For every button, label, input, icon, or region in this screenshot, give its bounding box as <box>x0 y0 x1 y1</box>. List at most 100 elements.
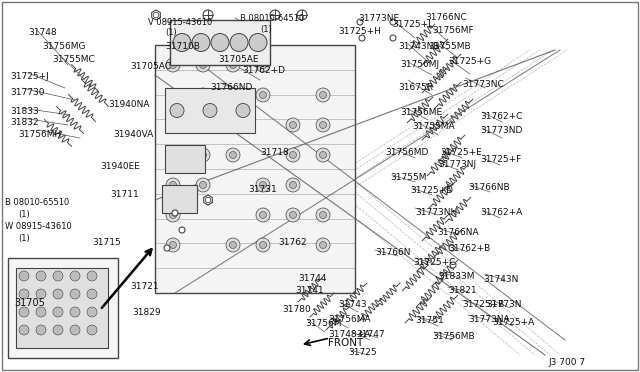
Circle shape <box>230 92 237 99</box>
Text: 317730: 317730 <box>10 88 45 97</box>
Text: 31756MB: 31756MB <box>432 332 475 341</box>
Circle shape <box>259 182 266 189</box>
Circle shape <box>211 33 229 51</box>
Circle shape <box>19 289 29 299</box>
Circle shape <box>70 289 80 299</box>
Circle shape <box>53 271 63 281</box>
Circle shape <box>256 178 270 192</box>
Text: 31832: 31832 <box>10 118 38 127</box>
Text: 31766NB: 31766NB <box>468 183 509 192</box>
Bar <box>155 45 355 293</box>
Circle shape <box>286 148 300 162</box>
Circle shape <box>286 118 300 132</box>
Circle shape <box>36 289 46 299</box>
Circle shape <box>53 325 63 335</box>
Circle shape <box>170 61 177 68</box>
Circle shape <box>170 151 177 158</box>
Bar <box>165 88 255 133</box>
Text: 31755MB: 31755MB <box>428 42 470 51</box>
Text: 31725+G: 31725+G <box>448 57 491 66</box>
Text: V 08915-43610: V 08915-43610 <box>148 18 212 27</box>
Circle shape <box>166 118 180 132</box>
Circle shape <box>36 271 46 281</box>
Text: 31773NA: 31773NA <box>468 315 509 324</box>
Text: 31833: 31833 <box>10 107 39 116</box>
Text: 31773ND: 31773ND <box>480 126 522 135</box>
Text: 31725+A: 31725+A <box>492 318 534 327</box>
Text: (1): (1) <box>18 234 29 243</box>
Circle shape <box>200 182 207 189</box>
Circle shape <box>390 19 396 25</box>
Circle shape <box>289 212 296 218</box>
Bar <box>162 185 197 213</box>
Text: 31725+E: 31725+E <box>440 148 482 157</box>
Text: 31773NC: 31773NC <box>462 80 504 89</box>
Circle shape <box>289 122 296 128</box>
Circle shape <box>19 307 29 317</box>
Bar <box>170 20 270 65</box>
Circle shape <box>203 103 217 118</box>
Circle shape <box>236 103 250 118</box>
Circle shape <box>449 245 455 251</box>
Text: 31721: 31721 <box>130 282 159 291</box>
Circle shape <box>286 208 300 222</box>
Text: 31756MG: 31756MG <box>42 42 86 51</box>
Text: 31731: 31731 <box>248 185 276 194</box>
Text: 31725+J: 31725+J <box>10 72 49 81</box>
Circle shape <box>316 88 330 102</box>
Text: 31821: 31821 <box>448 286 477 295</box>
Text: 31748+A: 31748+A <box>328 330 371 339</box>
Text: 31762: 31762 <box>278 238 307 247</box>
Circle shape <box>230 241 237 248</box>
Circle shape <box>289 151 296 158</box>
Circle shape <box>316 148 330 162</box>
Circle shape <box>359 35 365 41</box>
Text: 31762+C: 31762+C <box>480 112 522 121</box>
Circle shape <box>53 307 63 317</box>
Circle shape <box>19 325 29 335</box>
Text: 31773NH: 31773NH <box>415 208 457 217</box>
Circle shape <box>249 33 267 51</box>
Circle shape <box>196 88 210 102</box>
Text: 31725+C: 31725+C <box>413 258 456 267</box>
Circle shape <box>70 307 80 317</box>
Circle shape <box>173 33 191 51</box>
Circle shape <box>196 58 210 72</box>
Text: 31773N: 31773N <box>486 300 522 309</box>
Circle shape <box>230 61 237 68</box>
Circle shape <box>172 210 178 216</box>
Circle shape <box>226 238 240 252</box>
Circle shape <box>36 307 46 317</box>
Circle shape <box>170 182 177 189</box>
Circle shape <box>192 33 210 51</box>
Text: (1): (1) <box>18 210 29 219</box>
Text: 31940VA: 31940VA <box>113 130 153 139</box>
Text: 31940EE: 31940EE <box>100 162 140 171</box>
Circle shape <box>70 271 80 281</box>
Text: 31755MC: 31755MC <box>52 55 95 64</box>
Text: 31756M: 31756M <box>305 319 342 328</box>
Circle shape <box>226 148 240 162</box>
Text: 31756MH: 31756MH <box>18 130 61 139</box>
Text: 31766ND: 31766ND <box>210 83 252 92</box>
Circle shape <box>259 212 266 218</box>
Circle shape <box>259 241 266 248</box>
Text: 31756MA: 31756MA <box>328 315 371 324</box>
Text: 31718: 31718 <box>260 148 289 157</box>
Circle shape <box>53 289 63 299</box>
Text: 31710B: 31710B <box>165 42 200 51</box>
Text: 31743: 31743 <box>338 300 367 309</box>
Circle shape <box>286 178 300 192</box>
Text: 31705AC: 31705AC <box>130 62 171 71</box>
Text: 31780: 31780 <box>282 305 311 314</box>
Text: 31755M: 31755M <box>390 173 426 182</box>
Text: FRONT: FRONT <box>328 338 364 348</box>
Text: 31762+B: 31762+B <box>448 244 490 253</box>
Text: 31762+D: 31762+D <box>242 66 285 75</box>
Circle shape <box>259 92 266 99</box>
Text: 31829: 31829 <box>132 308 161 317</box>
Text: 31756ME: 31756ME <box>400 108 442 117</box>
Circle shape <box>200 92 207 99</box>
Text: 31766NC: 31766NC <box>425 13 467 22</box>
Text: 31725+L: 31725+L <box>392 20 433 29</box>
